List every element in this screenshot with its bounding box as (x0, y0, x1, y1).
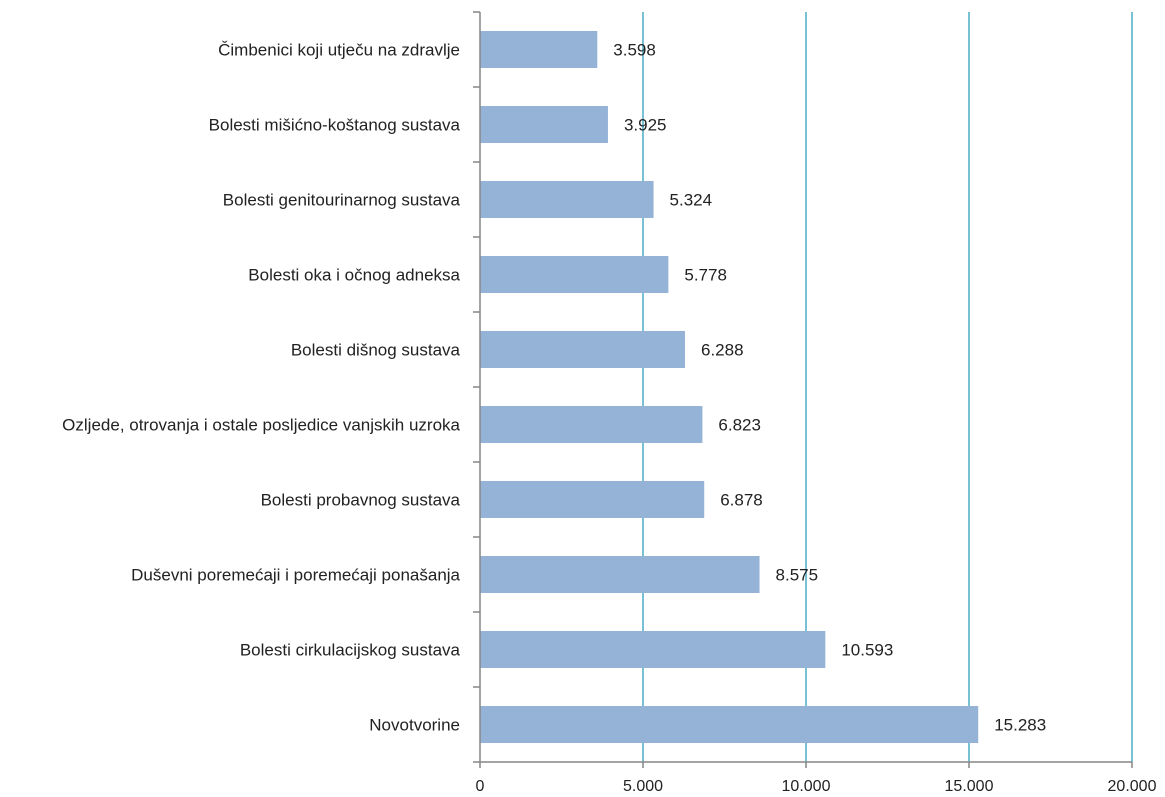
category-label: Bolesti dišnog sustava (291, 341, 461, 360)
data-label: 6.878 (720, 491, 763, 510)
category-label: Ozljede, otrovanja i ostale posljedice v… (62, 416, 460, 435)
labels: 3.598 Čimbenici koji utječu na zdravlje 3.… (62, 41, 1156, 796)
data-label: 8.575 (776, 566, 819, 585)
bars (480, 31, 979, 743)
category-label: Bolesti probavnog sustava (261, 491, 461, 510)
x-tick-label: 0 (476, 778, 485, 795)
data-label: 3.598 (613, 41, 656, 60)
category-label: Čimbenici koji utječu na zdravlje (218, 41, 460, 60)
data-label: 6.288 (701, 341, 744, 360)
axes (473, 11, 1133, 768)
x-tick-label: 15.000 (945, 778, 994, 795)
data-label: 15.283 (994, 716, 1046, 735)
x-tick-label: 20.000 (1108, 778, 1157, 795)
bar (480, 631, 826, 668)
category-label: Duševni poremećaji i poremećaji ponašanj… (131, 566, 460, 585)
bar (480, 106, 608, 143)
bar (480, 481, 705, 518)
data-label: 5.324 (670, 191, 713, 210)
bar (480, 556, 760, 593)
data-label: 3.925 (624, 116, 667, 135)
bar (480, 31, 598, 68)
bar (480, 181, 654, 218)
category-label: Bolesti genitourinarnog sustava (223, 191, 461, 210)
bar (480, 706, 979, 743)
category-label: Bolesti cirkulacijskog sustava (240, 641, 461, 660)
bar (480, 331, 685, 368)
data-label: 5.778 (684, 266, 727, 285)
bar (480, 406, 703, 443)
category-label: Novotvorine (369, 716, 460, 735)
x-tick-label: 10.000 (782, 778, 831, 795)
x-tick-label: 5.000 (623, 778, 663, 795)
category-label: Bolesti mišićno-koštanog sustava (209, 116, 461, 135)
category-label: Bolesti oka i očnog adneksa (248, 266, 460, 285)
data-label: 6.823 (718, 416, 761, 435)
data-label: 10.593 (841, 641, 893, 660)
bar (480, 256, 669, 293)
